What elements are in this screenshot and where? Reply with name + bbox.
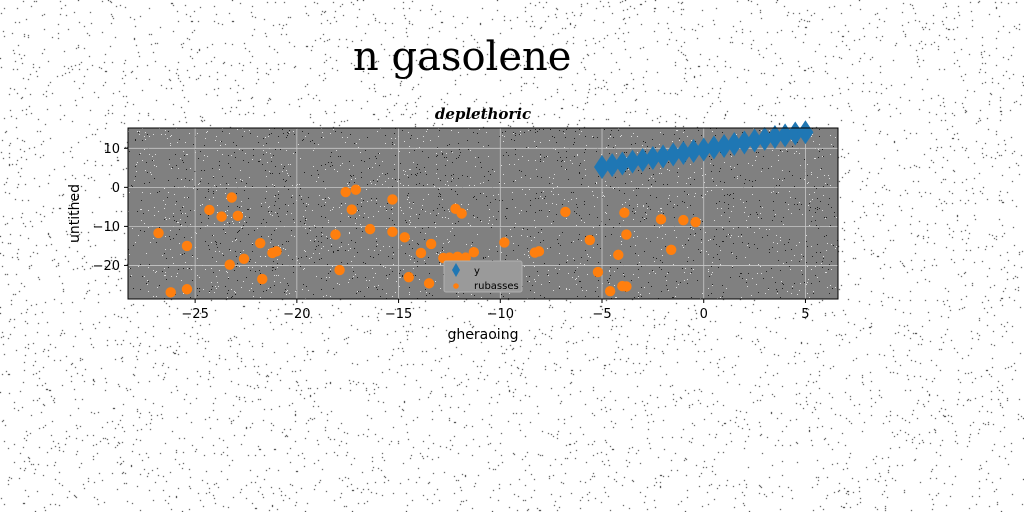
data-point-diamond: [716, 133, 733, 158]
data-point-circle: [224, 259, 235, 270]
legend-box: [443, 260, 523, 293]
figure-title: n gasolene: [353, 34, 572, 80]
data-point-circle: [232, 210, 244, 222]
x-tick-label: 5: [801, 307, 809, 322]
data-point-circle: [423, 278, 435, 289]
data-point-circle: [499, 237, 510, 248]
data-point-diamond: [787, 121, 804, 146]
data-point-diamond: [634, 148, 651, 173]
axis-ticks: −25 −20 −15 −10 −5 0 5 10 0 −10 −20: [93, 142, 810, 322]
data-point-diamond: [705, 135, 722, 160]
data-point-circle: [181, 284, 193, 295]
data-point-circle: [181, 240, 193, 252]
legend-label: rubasses: [474, 281, 519, 292]
legend-marker-circle: [453, 283, 459, 289]
data-point-diamond: [624, 149, 641, 174]
data-point-circle: [346, 204, 357, 215]
data-point-circle: [387, 226, 398, 238]
data-point-circle: [560, 206, 571, 218]
data-point-diamond: [665, 142, 682, 167]
data-point-circle: [238, 253, 250, 264]
data-point-circle: [444, 252, 455, 263]
x-tick-label: −5: [592, 307, 611, 322]
data-point-circle: [387, 194, 398, 205]
y-axis-label: untithed: [67, 184, 83, 243]
data-point-circle: [340, 186, 351, 198]
x-tick-label: −10: [487, 307, 514, 322]
data-point-diamond: [604, 153, 621, 178]
data-point-diamond: [614, 151, 631, 176]
data-point-circle: [257, 273, 268, 285]
data-point-diamond: [675, 140, 692, 165]
data-point-circle: [621, 229, 632, 240]
data-point-circle: [592, 266, 604, 278]
data-point-circle: [584, 234, 596, 246]
data-point-circle: [216, 211, 227, 222]
data-point-circle: [403, 271, 414, 283]
data-point-circle: [399, 232, 410, 243]
data-point-diamond: [746, 128, 763, 153]
x-axis-label: gheraoing: [448, 327, 519, 343]
data-point-circle: [364, 223, 376, 235]
y-tick-label: 10: [103, 142, 120, 157]
data-point-circle: [665, 244, 677, 256]
data-point-circle: [330, 229, 341, 240]
data-point-circle: [456, 208, 467, 219]
data-point-diamond: [655, 144, 672, 169]
data-point-circle: [425, 238, 437, 250]
data-point-circle: [619, 207, 630, 218]
data-point-circle: [271, 246, 282, 257]
data-point-diamond: [756, 126, 773, 151]
data-point-circle: [468, 246, 480, 258]
series-y: [594, 120, 814, 180]
data-point-diamond: [594, 155, 611, 180]
legend: y rubasses: [443, 260, 523, 293]
data-point-diamond: [736, 130, 753, 155]
data-point-diamond: [695, 137, 712, 162]
data-point-circle: [204, 204, 215, 216]
data-point-diamond: [766, 124, 783, 149]
y-tick-label: −20: [93, 259, 120, 274]
series-rubasses: [153, 184, 701, 298]
y-tick-label: −10: [93, 220, 120, 235]
data-point-circle: [604, 285, 616, 297]
x-tick-label: −25: [181, 307, 208, 322]
plot-frame: [127, 127, 839, 300]
data-point-circle: [226, 192, 237, 203]
data-point-circle: [415, 247, 427, 259]
y-tick-label: 0: [112, 181, 120, 196]
data-point-circle: [690, 216, 701, 228]
data-point-circle: [613, 249, 624, 261]
data-point-circle: [165, 287, 176, 298]
data-point-circle: [255, 237, 266, 249]
x-tick-label: −20: [283, 307, 310, 322]
chart-title: deplethoric: [435, 105, 531, 123]
data-point-diamond: [797, 120, 814, 145]
data-point-diamond: [685, 139, 702, 164]
legend-marker-diamond: [452, 263, 460, 277]
x-tick-label: 0: [700, 307, 708, 322]
series-layer: [153, 120, 814, 298]
data-point-circle: [621, 281, 632, 292]
x-tick-label: −15: [385, 307, 412, 322]
data-point-diamond: [644, 146, 661, 171]
data-point-circle: [334, 264, 345, 276]
data-point-diamond: [726, 132, 743, 157]
data-point-circle: [153, 227, 164, 239]
legend-label: y: [474, 266, 480, 277]
data-point-circle: [452, 251, 463, 263]
data-point-circle: [460, 252, 471, 263]
data-point-circle: [350, 184, 362, 195]
data-point-circle: [655, 214, 667, 225]
data-point-diamond: [777, 123, 794, 148]
data-point-circle: [678, 214, 689, 226]
data-point-circle: [533, 246, 545, 257]
